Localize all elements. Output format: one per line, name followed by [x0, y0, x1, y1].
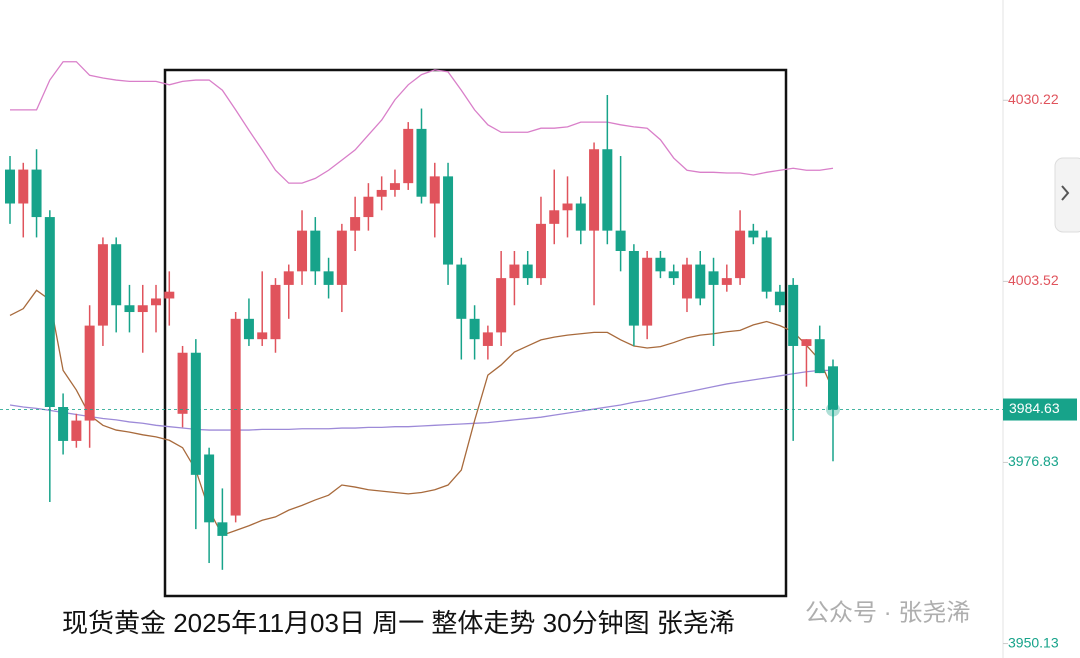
last-price-label: 3984.63	[1009, 400, 1060, 416]
candle-body	[735, 230, 746, 279]
candle-body	[628, 250, 639, 326]
y-tick-label: 3950.13	[1008, 634, 1059, 650]
candle-body	[761, 237, 772, 292]
candle-body	[84, 325, 95, 421]
candle-body	[177, 352, 188, 414]
candle-body	[403, 128, 414, 184]
y-tick-label: 3976.83	[1008, 453, 1059, 469]
candle-body	[416, 128, 427, 197]
candle-body	[389, 183, 400, 190]
last-price-dot	[826, 402, 840, 417]
candle-body	[469, 318, 480, 340]
candle-body	[164, 291, 175, 299]
candle-body	[575, 203, 586, 231]
candle-body	[18, 169, 29, 204]
candle-body	[376, 189, 387, 197]
expand-button[interactable]	[1054, 157, 1080, 233]
candle-body	[350, 217, 361, 231]
candle-body	[695, 264, 706, 299]
candle-body	[681, 264, 692, 299]
overlay-line	[9, 369, 833, 431]
candle-body	[71, 420, 82, 441]
candle-body	[549, 210, 560, 224]
candle-body	[204, 454, 215, 523]
candle-body	[58, 407, 69, 441]
candle-body	[708, 271, 719, 285]
highlight-box	[163, 68, 788, 598]
candle-body	[124, 305, 135, 313]
candle-body	[310, 230, 321, 272]
candle-body	[44, 217, 55, 408]
y-tick-label: 4030.22	[1008, 91, 1059, 107]
y-tick-label: 4003.52	[1008, 272, 1059, 288]
overlay-line	[9, 289, 834, 537]
candle-body	[801, 339, 812, 346]
candle-body	[522, 264, 533, 279]
candle-body	[190, 352, 201, 475]
candle-body	[748, 230, 759, 238]
candle-body	[323, 271, 334, 285]
candle-body	[655, 257, 666, 272]
candle-body	[217, 522, 228, 536]
candle-body	[137, 305, 148, 313]
candle-body	[270, 284, 281, 340]
candle-body	[814, 339, 825, 374]
last-price-box	[1003, 398, 1077, 421]
candle-body	[297, 230, 308, 272]
candle-body	[668, 271, 679, 279]
candle-body	[642, 257, 653, 326]
candle-body	[562, 203, 573, 211]
candle-body	[721, 278, 732, 285]
candle-body	[456, 264, 467, 319]
candle-body	[151, 298, 162, 306]
candle-body	[363, 196, 374, 218]
candle-body	[97, 244, 108, 326]
candle-body	[535, 223, 546, 279]
candle-body	[336, 230, 347, 285]
candle-body	[5, 169, 15, 204]
candle-body	[257, 332, 268, 340]
candle-body	[774, 291, 785, 306]
candle-body	[230, 318, 241, 516]
candle-body	[602, 149, 613, 231]
candle-body	[429, 176, 440, 204]
candle-body	[443, 176, 454, 265]
candle-body	[509, 264, 520, 279]
candle-body	[788, 284, 799, 346]
candle-body	[496, 278, 507, 333]
candle-body	[615, 230, 626, 251]
candle-body	[243, 318, 254, 340]
candle-body	[283, 271, 294, 285]
candle-body	[31, 169, 42, 218]
candle-body	[111, 244, 122, 306]
expand-icon[interactable]	[1061, 185, 1070, 201]
candle-body	[589, 149, 600, 231]
candle-body	[828, 366, 838, 410]
watermark: 公众号 · 张尧浠	[805, 599, 970, 626]
overlay-line	[10, 61, 834, 184]
candle-body	[482, 332, 493, 346]
caption: 现货黄金 2025年11月03日 周一 整体走势 30分钟图 张尧浠	[62, 608, 735, 638]
